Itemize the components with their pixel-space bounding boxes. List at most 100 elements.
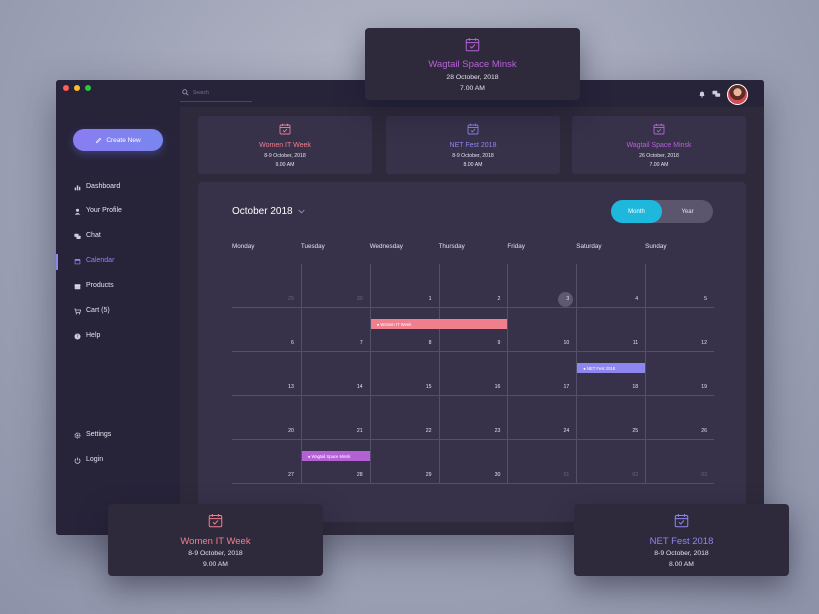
calendar-panel: October 2018 Month Year Monday Tuesday Wed…: [198, 182, 746, 522]
calendar-event-bar[interactable]: ● Wagtail Space Minsk: [301, 451, 370, 461]
calendar-day-cell[interactable]: 25: [576, 396, 645, 440]
sidebar-item-profile[interactable]: Your Profile: [56, 204, 180, 220]
maximize-window-button[interactable]: [85, 85, 91, 91]
calendar-day-cell[interactable]: 01: [507, 440, 576, 484]
search-input[interactable]: [193, 87, 248, 99]
calendar-day-cell[interactable]: 4: [576, 264, 645, 308]
calendar-day-cell[interactable]: 6: [232, 308, 301, 352]
calendar-check-icon: [653, 123, 665, 135]
calendar-day-cell[interactable]: 24: [507, 396, 576, 440]
calendar-day-cell[interactable]: 15: [370, 352, 439, 396]
calendar-day-cell[interactable]: 10: [507, 308, 576, 352]
event-time: 9.00 AM: [275, 162, 295, 168]
create-new-button[interactable]: Create New: [73, 129, 163, 151]
day-number: 30: [356, 296, 363, 302]
event-card-women-it[interactable]: Women IT Week 8-9 October, 2018 9.00 AM: [198, 116, 372, 174]
day-number: 24: [563, 428, 570, 434]
month-label: October 2018: [232, 206, 293, 217]
calendar-event-bar[interactable]: ● Women IT Week: [370, 319, 508, 329]
day-number: 10: [563, 340, 570, 346]
floating-card-women-it[interactable]: Women IT Week 8-9 October, 2018 9.00 AM: [108, 504, 323, 576]
calendar-day-cell[interactable]: 3: [507, 264, 576, 308]
day-number: 27: [288, 472, 294, 478]
power-icon: [74, 457, 81, 464]
calendar-day-cell[interactable]: 23: [439, 396, 508, 440]
calendar-day-cell[interactable]: 27: [232, 440, 301, 484]
sidebar-item-label: Chat: [86, 232, 101, 239]
event-date: 8-9 October, 2018: [452, 153, 494, 159]
calendar-day-cell[interactable]: 18: [576, 352, 645, 396]
calendar-day-cell[interactable]: 16: [439, 352, 508, 396]
calendar-day-cell[interactable]: 03: [645, 440, 714, 484]
floating-card-date: 28 October, 2018: [446, 74, 499, 81]
view-year-button[interactable]: Year: [681, 208, 694, 215]
sidebar-item-label: Calendar: [86, 257, 115, 264]
floating-card-net-fest[interactable]: NET Fest 2018 8-9 October, 2018 8.00 AM: [574, 504, 789, 576]
chat-icon[interactable]: [712, 90, 721, 98]
sidebar-item-help[interactable]: ? Help: [56, 329, 180, 345]
calendar-day-cell[interactable]: 8: [370, 308, 439, 352]
calendar-check-icon: [465, 38, 480, 52]
sidebar-item-cart[interactable]: Cart (5): [56, 304, 180, 320]
chart-icon: [74, 185, 81, 191]
calendar-day-cell[interactable]: 11: [576, 308, 645, 352]
floating-card-title: Women IT Week: [180, 536, 251, 547]
search-icon: [182, 89, 189, 96]
grid-column-line: [369, 264, 371, 484]
grid-column-line: [438, 264, 440, 484]
month-selector[interactable]: October 2018: [232, 206, 305, 217]
calendar-day-cell[interactable]: 29: [232, 264, 301, 308]
event-date: 26 October, 2018: [639, 153, 679, 159]
floating-card-wagtail[interactable]: Wagtail Space Minsk 28 October, 2018 7.0…: [365, 28, 580, 100]
close-window-button[interactable]: [63, 85, 69, 91]
calendar-day-cell[interactable]: 21: [301, 396, 370, 440]
view-month-button[interactable]: Month: [611, 200, 662, 223]
calendar-day-cell[interactable]: 9: [439, 308, 508, 352]
calendar-day-cell[interactable]: 29: [370, 440, 439, 484]
calendar-day-cell[interactable]: 28: [301, 440, 370, 484]
event-time: 8.00 AM: [463, 162, 483, 168]
calendar-day-cell[interactable]: 12: [645, 308, 714, 352]
event-card-wagtail[interactable]: Wagtail Space Minsk 26 October, 2018 7.0…: [572, 116, 746, 174]
weekday-label: Sunday: [645, 243, 667, 250]
sidebar-item-dashboard[interactable]: Dashboard: [56, 180, 180, 196]
create-new-label: Create New: [106, 136, 141, 144]
search-box[interactable]: [180, 87, 252, 102]
calendar-grid: 29 30 1 2 3 4 5 6 7 8 9 10 11 12 13 14 15 16 17 18 19 20 21 22 2…: [232, 264, 714, 484]
calendar-event-bar[interactable]: ● NET Fest 2018: [577, 363, 646, 373]
calendar-day-cell[interactable]: 5: [645, 264, 714, 308]
day-number: 19: [701, 384, 707, 390]
bell-icon[interactable]: [698, 90, 706, 98]
day-number: 03: [701, 472, 707, 478]
sidebar-item-label: Dashboard: [86, 183, 121, 190]
calendar-day-cell[interactable]: 7: [301, 308, 370, 352]
calendar-day-cell[interactable]: 30: [301, 264, 370, 308]
today-indicator: [558, 292, 574, 307]
calendar-day-cell[interactable]: 17: [507, 352, 576, 396]
event-card-net-fest[interactable]: NET Fest 2018 8-9 October, 2018 8.00 AM: [386, 116, 560, 174]
day-number: 2: [497, 296, 501, 302]
sidebar-item-settings[interactable]: Settings: [56, 428, 180, 444]
floating-card-time: 7.00 AM: [460, 85, 485, 92]
sidebar-item-label: Cart (5): [86, 307, 110, 314]
calendar-day-cell[interactable]: 1: [370, 264, 439, 308]
calendar-day-cell[interactable]: 2: [439, 264, 508, 308]
calendar-day-cell[interactable]: 30: [439, 440, 508, 484]
minimize-window-button[interactable]: [74, 85, 80, 91]
sidebar-item-label: Help: [86, 332, 101, 339]
sidebar-item-calendar[interactable]: Calendar: [56, 254, 180, 270]
avatar[interactable]: [727, 83, 748, 105]
calendar-day-cell[interactable]: 20: [232, 396, 301, 440]
sidebar-item-chat[interactable]: Chat: [56, 229, 180, 245]
sidebar-item-login[interactable]: Login: [56, 453, 180, 469]
calendar-day-cell[interactable]: 19: [645, 352, 714, 396]
calendar-day-cell[interactable]: 26: [645, 396, 714, 440]
calendar-day-cell[interactable]: 22: [370, 396, 439, 440]
grid-row-line: [232, 307, 714, 308]
calendar-day-cell[interactable]: 14: [301, 352, 370, 396]
calendar-day-cell[interactable]: 13: [232, 352, 301, 396]
sidebar-item-products[interactable]: Products: [56, 279, 180, 295]
day-number: 29: [288, 296, 294, 302]
day-number: 21: [356, 428, 363, 434]
calendar-day-cell[interactable]: 02: [576, 440, 645, 484]
